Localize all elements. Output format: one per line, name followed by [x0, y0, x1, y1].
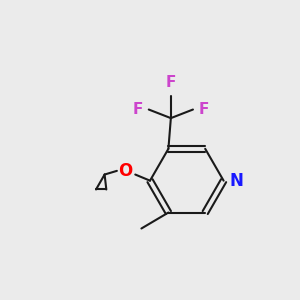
Text: N: N	[230, 172, 244, 190]
Text: F: F	[199, 102, 209, 117]
Text: F: F	[166, 75, 176, 90]
Text: O: O	[118, 162, 133, 180]
Text: F: F	[132, 102, 142, 117]
